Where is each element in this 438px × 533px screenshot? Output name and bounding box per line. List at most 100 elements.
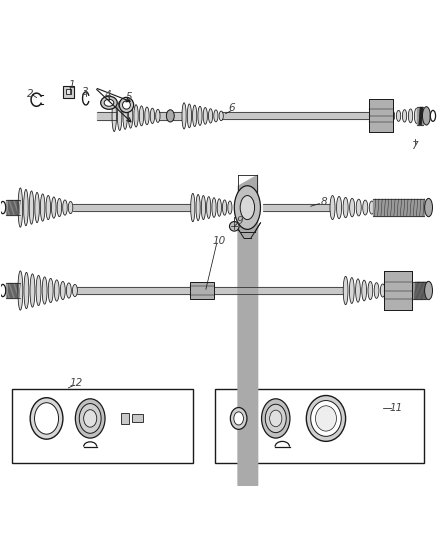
Text: 7: 7 bbox=[411, 141, 418, 151]
Ellipse shape bbox=[374, 282, 379, 298]
Ellipse shape bbox=[203, 108, 207, 124]
Ellipse shape bbox=[343, 276, 348, 305]
Ellipse shape bbox=[196, 195, 200, 221]
Ellipse shape bbox=[425, 198, 432, 217]
Bar bbox=[121, 414, 130, 424]
Ellipse shape bbox=[191, 193, 195, 222]
Bar bbox=[63, 86, 74, 98]
Ellipse shape bbox=[223, 200, 227, 215]
Ellipse shape bbox=[230, 408, 247, 430]
Ellipse shape bbox=[396, 110, 401, 122]
Ellipse shape bbox=[101, 96, 117, 109]
Ellipse shape bbox=[57, 198, 62, 217]
Text: 6: 6 bbox=[229, 103, 235, 114]
Ellipse shape bbox=[234, 185, 261, 229]
Ellipse shape bbox=[24, 272, 29, 309]
Ellipse shape bbox=[60, 281, 65, 300]
Ellipse shape bbox=[207, 197, 211, 219]
Bar bbox=[368, 100, 392, 132]
Ellipse shape bbox=[240, 196, 254, 220]
Ellipse shape bbox=[35, 192, 39, 223]
Ellipse shape bbox=[18, 188, 23, 227]
Bar bbox=[12, 389, 193, 463]
Ellipse shape bbox=[187, 104, 191, 128]
Ellipse shape bbox=[414, 108, 419, 124]
Ellipse shape bbox=[35, 403, 59, 434]
Ellipse shape bbox=[336, 197, 342, 219]
Ellipse shape bbox=[68, 201, 73, 214]
Ellipse shape bbox=[230, 222, 239, 231]
Ellipse shape bbox=[119, 98, 134, 112]
Bar bbox=[132, 414, 143, 422]
Text: 9: 9 bbox=[237, 216, 243, 226]
Ellipse shape bbox=[350, 278, 354, 303]
Ellipse shape bbox=[311, 400, 341, 437]
Ellipse shape bbox=[54, 280, 59, 301]
Ellipse shape bbox=[369, 201, 374, 214]
Ellipse shape bbox=[362, 280, 367, 301]
Ellipse shape bbox=[270, 410, 282, 427]
Text: 8: 8 bbox=[321, 197, 327, 207]
Text: 2: 2 bbox=[27, 89, 33, 99]
Ellipse shape bbox=[208, 109, 213, 123]
Ellipse shape bbox=[112, 100, 117, 132]
Ellipse shape bbox=[330, 196, 335, 220]
Ellipse shape bbox=[18, 271, 23, 310]
Ellipse shape bbox=[228, 201, 232, 214]
Ellipse shape bbox=[123, 101, 131, 109]
Ellipse shape bbox=[166, 110, 174, 122]
Ellipse shape bbox=[315, 406, 336, 431]
Ellipse shape bbox=[368, 281, 373, 300]
Ellipse shape bbox=[48, 278, 53, 303]
Ellipse shape bbox=[46, 196, 50, 220]
Text: 3: 3 bbox=[82, 87, 89, 97]
Ellipse shape bbox=[214, 110, 218, 122]
Text: 11: 11 bbox=[389, 403, 403, 414]
Ellipse shape bbox=[380, 284, 385, 297]
Ellipse shape bbox=[150, 108, 155, 124]
Ellipse shape bbox=[350, 198, 355, 217]
Ellipse shape bbox=[42, 277, 47, 304]
Ellipse shape bbox=[198, 106, 202, 125]
Bar bbox=[384, 271, 412, 310]
Ellipse shape bbox=[343, 197, 348, 218]
Ellipse shape bbox=[145, 107, 149, 125]
Ellipse shape bbox=[67, 283, 71, 298]
Bar bbox=[66, 89, 71, 94]
Ellipse shape bbox=[356, 279, 360, 302]
Ellipse shape bbox=[182, 103, 186, 129]
Text: 10: 10 bbox=[212, 236, 226, 246]
Ellipse shape bbox=[29, 191, 34, 224]
Ellipse shape bbox=[155, 109, 160, 123]
Bar bbox=[215, 389, 424, 463]
Ellipse shape bbox=[356, 199, 361, 216]
Ellipse shape bbox=[63, 200, 67, 215]
Ellipse shape bbox=[261, 399, 290, 438]
Ellipse shape bbox=[104, 99, 114, 106]
Ellipse shape bbox=[30, 274, 35, 307]
Ellipse shape bbox=[234, 412, 244, 425]
Bar bbox=[190, 282, 214, 299]
Ellipse shape bbox=[306, 395, 346, 441]
Ellipse shape bbox=[219, 111, 223, 120]
Ellipse shape bbox=[79, 403, 101, 433]
Ellipse shape bbox=[408, 109, 413, 123]
Ellipse shape bbox=[425, 281, 432, 300]
Ellipse shape bbox=[128, 103, 133, 128]
Text: 5: 5 bbox=[125, 92, 132, 102]
Ellipse shape bbox=[212, 198, 216, 217]
Ellipse shape bbox=[36, 276, 41, 305]
Ellipse shape bbox=[390, 111, 395, 120]
Ellipse shape bbox=[139, 106, 144, 126]
Ellipse shape bbox=[72, 285, 78, 297]
Ellipse shape bbox=[403, 110, 407, 122]
Ellipse shape bbox=[84, 410, 97, 427]
Ellipse shape bbox=[265, 404, 286, 433]
Ellipse shape bbox=[423, 107, 430, 125]
Ellipse shape bbox=[217, 199, 221, 216]
Ellipse shape bbox=[52, 197, 56, 218]
Ellipse shape bbox=[134, 105, 138, 127]
Text: 1: 1 bbox=[68, 80, 75, 90]
Ellipse shape bbox=[363, 200, 368, 215]
Ellipse shape bbox=[24, 189, 28, 225]
